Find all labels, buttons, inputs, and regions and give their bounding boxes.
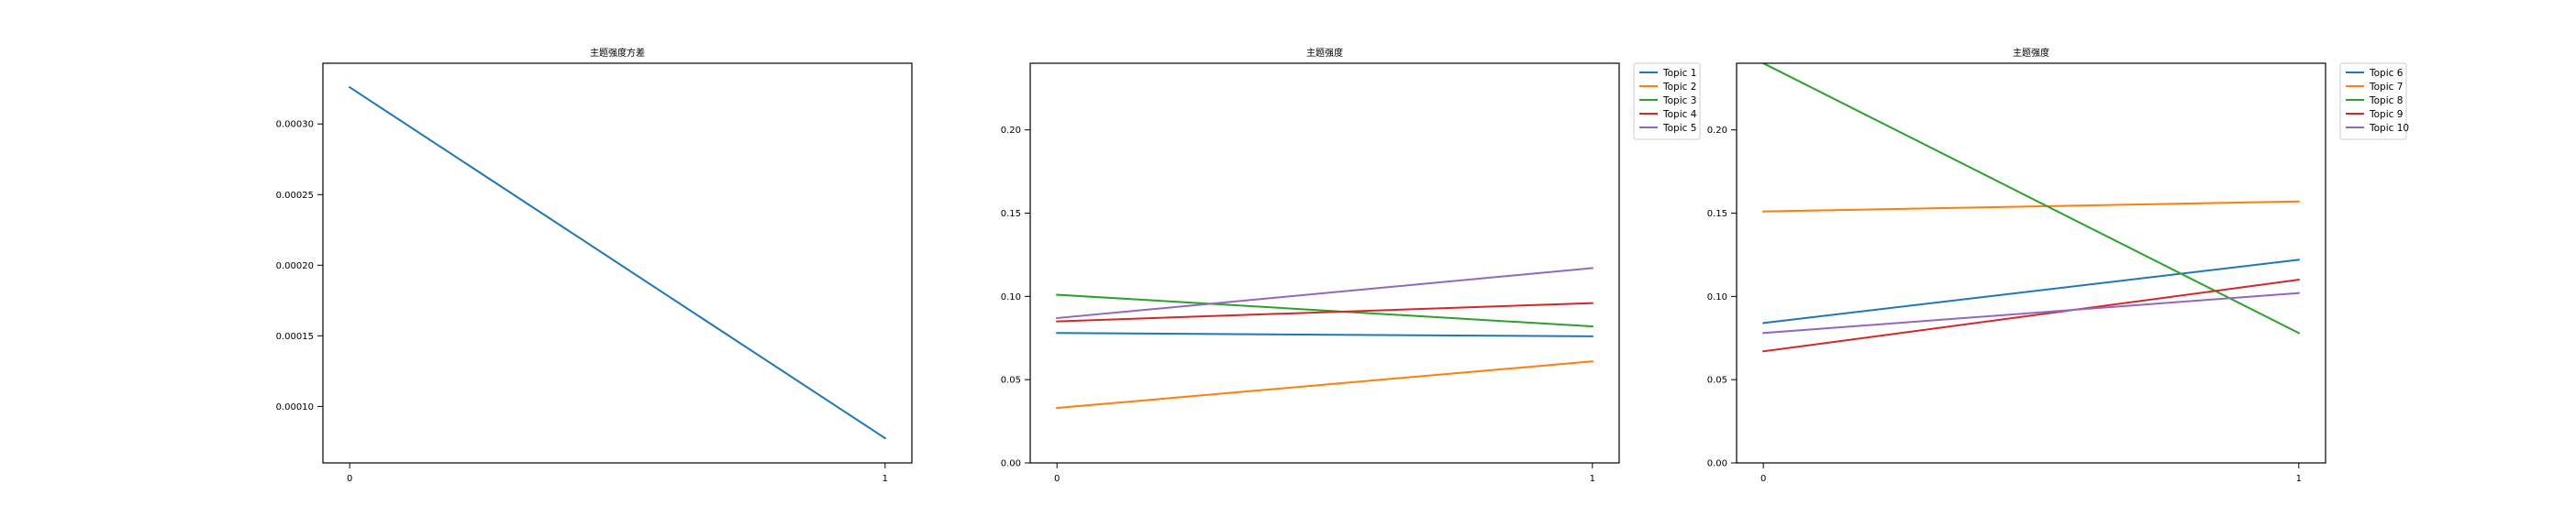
legend-label: Topic 8 [2369,95,2403,106]
series-line-1 [1056,332,1593,337]
series-line-2 [1056,360,1593,410]
x-tick-label: 1 [1590,474,1595,484]
axes-frame [1029,62,1620,464]
legend-label: Topic 4 [1662,109,1697,120]
x-tick-label: 0 [1760,474,1766,484]
legend: Topic 6 Topic 7 Topic 8 Topic 9 Topic 10 [2339,62,2409,140]
y-tick-label: 0.00025 [276,191,314,201]
legend-label: Topic 1 [1662,68,1696,79]
series-line-4 [1056,302,1593,323]
x-tick-label: 0 [1054,474,1060,484]
chart-title: 主题强度 [2013,47,2049,59]
y-tick-label: 0.00020 [276,261,314,271]
chart-panel-1: 主题强度方差 0 1 0.00010 0.00015 0.00020 0.00025 0.00… [276,47,913,484]
x-tick-label: 0 [347,474,352,484]
chart-title: 主题强度 [1306,47,1343,59]
series-group [348,85,887,440]
series-group [1056,267,1593,410]
axes-frame [322,62,913,464]
legend-label: Topic 7 [2369,82,2403,93]
chart-panel-2: 主题强度 0 1 0.00 0.05 0.10 0.15 0.20 Topic 1 Topic 2… [1001,47,1701,484]
series-group [1761,63,2301,353]
legend-frame [2339,62,2407,140]
legend-label: Topic 2 [1662,82,1696,93]
series-line-2 [1762,200,2300,213]
series-line-5 [1762,292,2300,335]
y-tick-label: 0.20 [1707,126,1727,136]
series-line-3 [1056,293,1593,328]
chart-title: 主题强度方差 [590,47,645,59]
series-line-3 [1761,63,2301,335]
y-tick-label: 0.00 [1707,459,1727,469]
y-tick-label: 0.00 [1001,459,1021,469]
series-line-1 [348,85,887,440]
series-line-5 [1056,267,1593,320]
y-tick-label: 0.15 [1001,209,1021,219]
series-line-1 [1762,258,2300,324]
legend-label: Topic 6 [2369,68,2404,79]
chart-panel-3: 主题强度 0 1 0.00 0.05 0.10 0.15 0.20 Topic 6 Topic 7… [1707,47,2409,484]
legend-label: Topic 9 [2369,109,2403,120]
legend-label: Topic 3 [1662,95,1696,106]
y-tick-label: 0.05 [1707,376,1727,386]
y-tick-label: 0.00015 [276,332,314,342]
axes-frame [1736,62,2326,464]
y-tick-label: 0.15 [1707,209,1727,219]
y-tick-label: 0.05 [1001,376,1021,386]
y-tick-label: 0.00010 [276,402,314,412]
legend-frame [1633,62,1701,140]
legend-label: Topic 10 [2369,123,2409,134]
legend-label: Topic 5 [1662,123,1696,134]
legend: Topic 1 Topic 2 Topic 3 Topic 4 Topic 5 [1633,62,1701,140]
series-line-4 [1762,279,2300,353]
x-tick-label: 1 [883,474,888,484]
y-tick-label: 0.10 [1001,292,1021,302]
x-tick-label: 1 [2296,474,2302,484]
y-tick-label: 0.10 [1707,292,1727,302]
y-tick-label: 0.00030 [276,120,314,130]
y-tick-label: 0.20 [1001,126,1021,136]
